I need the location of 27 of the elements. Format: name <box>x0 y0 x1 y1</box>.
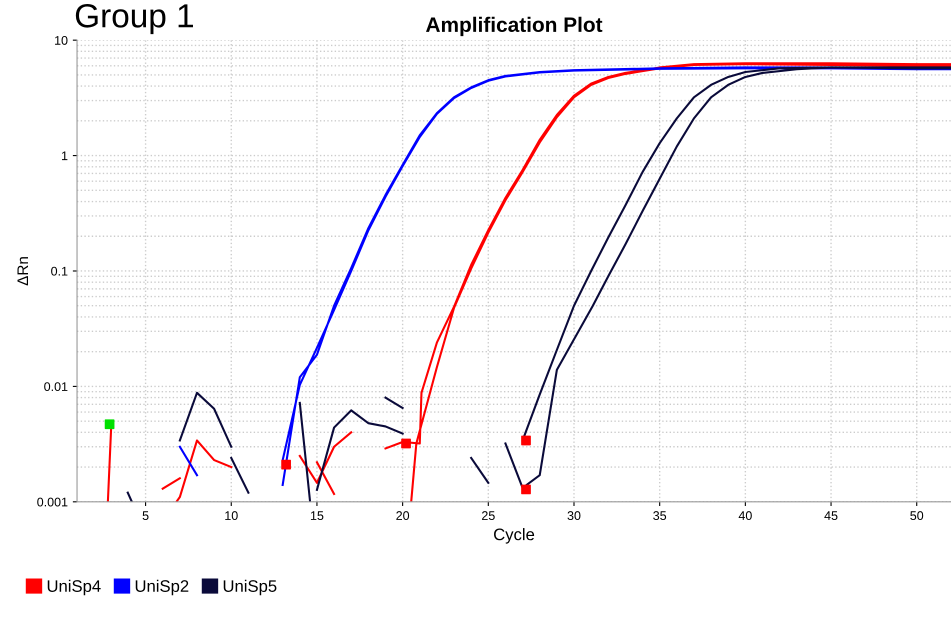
x-tick-label: 5 <box>142 511 149 520</box>
x-tick-label: 45 <box>824 511 838 520</box>
point <box>104 419 114 430</box>
x-tick-label: 20 <box>396 511 410 520</box>
x-axis-title: Cycle <box>494 528 534 544</box>
point <box>521 484 531 494</box>
y-tick-label: 0.001 <box>37 498 68 506</box>
text: Group 1 <box>76 4 193 34</box>
y-tick-label: 0.1 <box>51 266 68 276</box>
legend-label: UniSp5 <box>224 580 276 596</box>
x-tick-label: 50 <box>910 511 924 520</box>
legend-label: UniSp2 <box>136 580 188 596</box>
x-tick-label: 15 <box>310 511 324 520</box>
y-tick-label: 10 <box>55 36 68 45</box>
legend-label: UniSp4 <box>48 580 101 596</box>
chart-title: Amplification Plot <box>426 16 602 36</box>
point <box>401 438 411 448</box>
y-axis-title: ΔRn <box>17 257 28 286</box>
y-tick-label: 0.01 <box>44 382 68 392</box>
x-tick-label: 25 <box>482 511 495 520</box>
x-tick-label: 10 <box>225 511 238 520</box>
x-tick-label: 35 <box>653 511 666 520</box>
point <box>521 436 531 446</box>
point <box>281 460 291 470</box>
x-tick-label: 40 <box>738 511 752 520</box>
x-tick-label: 30 <box>568 511 580 520</box>
y-tick-label: 1 <box>62 152 68 160</box>
